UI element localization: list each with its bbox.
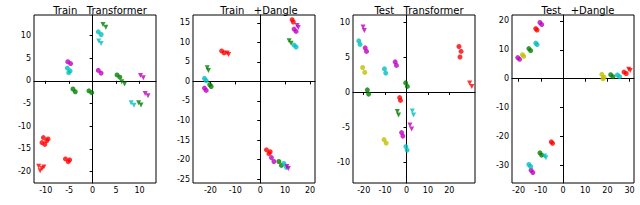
svg-text:0: 0 (345, 88, 350, 97)
svg-text:-10: -10 (177, 116, 190, 125)
svg-text:-25: -25 (177, 175, 190, 184)
svg-text:0: 0 (404, 186, 409, 195)
svg-text:-15: -15 (18, 144, 31, 153)
svg-text:-20: -20 (18, 167, 31, 176)
svg-text:-10: -10 (337, 158, 350, 167)
svg-text:20: 20 (499, 16, 509, 25)
svg-text:10: 10 (340, 18, 350, 27)
svg-text:-10: -10 (229, 186, 242, 195)
svg-text:5: 5 (345, 53, 350, 62)
svg-text:-15: -15 (177, 136, 190, 145)
svg-text:20: 20 (602, 186, 612, 195)
svg-text:15: 15 (180, 18, 190, 27)
svg-text:Train +Dangle: Train +Dangle (219, 5, 297, 16)
svg-text:-10: -10 (39, 186, 52, 195)
svg-text:0: 0 (560, 186, 565, 195)
svg-text:-5: -5 (23, 99, 31, 108)
svg-text:10: 10 (580, 186, 590, 195)
svg-text:-30: -30 (496, 161, 509, 170)
svg-text:10: 10 (180, 38, 190, 47)
svg-text:-5: -5 (342, 123, 350, 132)
svg-text:-10: -10 (496, 103, 509, 112)
svg-text:-20: -20 (177, 155, 190, 164)
svg-text:5: 5 (114, 186, 119, 195)
svg-text:-20: -20 (512, 186, 525, 195)
svg-text:10: 10 (280, 186, 290, 195)
svg-text:Test +Dangle: Test +Dangle (540, 5, 614, 16)
svg-text:0: 0 (258, 186, 263, 195)
svg-text:-10: -10 (18, 122, 31, 131)
svg-text:0: 0 (26, 76, 31, 85)
svg-text:0: 0 (504, 74, 509, 83)
svg-text:10: 10 (499, 45, 509, 54)
svg-text:20: 20 (305, 186, 315, 195)
svg-text:-5: -5 (182, 96, 190, 105)
svg-text:10: 10 (21, 31, 31, 40)
svg-text:0: 0 (90, 186, 95, 195)
svg-text:-20: -20 (357, 186, 370, 195)
svg-text:10: 10 (423, 186, 433, 195)
svg-text:Train Transformer: Train Transformer (52, 5, 147, 16)
svg-text:10: 10 (134, 186, 144, 195)
svg-text:-10: -10 (534, 186, 547, 195)
svg-text:-10: -10 (379, 186, 392, 195)
svg-text:Test Transformer: Test Transformer (373, 5, 464, 16)
svg-text:5: 5 (185, 57, 190, 66)
svg-text:20: 20 (444, 186, 454, 195)
svg-text:5: 5 (26, 54, 31, 63)
svg-text:-20: -20 (496, 132, 509, 141)
svg-text:30: 30 (624, 186, 634, 195)
svg-text:-5: -5 (65, 186, 73, 195)
svg-text:-20: -20 (204, 186, 217, 195)
svg-text:0: 0 (185, 77, 190, 86)
